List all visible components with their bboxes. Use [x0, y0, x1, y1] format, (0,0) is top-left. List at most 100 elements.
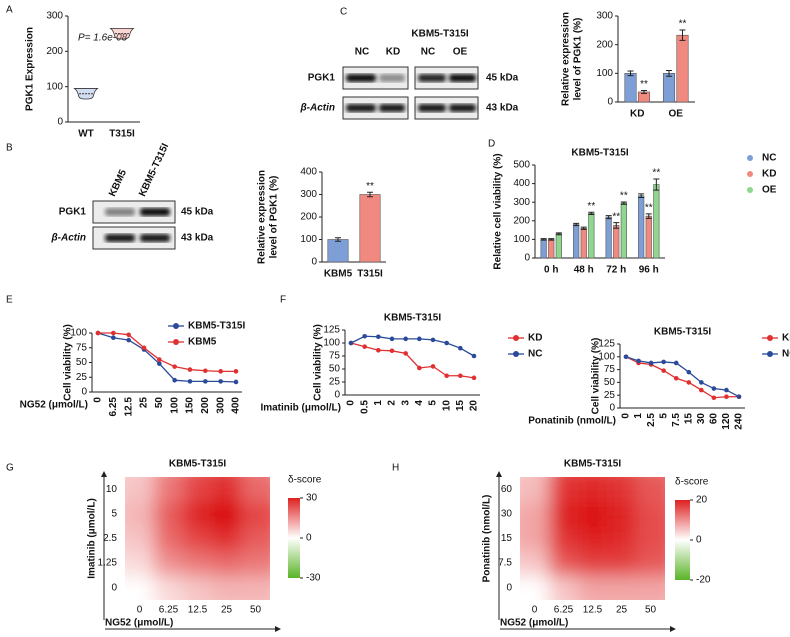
heat-cell: [183, 526, 213, 552]
line: [97, 332, 237, 383]
band: [379, 104, 405, 112]
x-tick-label: 0 h: [544, 265, 558, 276]
y-tick-label: 300: [46, 11, 63, 22]
heat-cell: [154, 501, 184, 527]
heat-cell: [212, 477, 242, 503]
point: [623, 354, 629, 360]
line: [350, 335, 475, 357]
heat-cell: [212, 501, 242, 527]
heat-cell: [607, 550, 637, 576]
point: [218, 379, 223, 384]
x-tick-label: 96 h: [639, 265, 659, 276]
point: [233, 369, 239, 374]
heat-cell: [520, 477, 550, 503]
heat-cell: [636, 550, 665, 576]
point: [444, 373, 449, 379]
point: [403, 336, 408, 342]
y-tick-label: 0: [311, 257, 317, 268]
point: [636, 358, 641, 364]
blot-title: KBM5-T315I: [411, 29, 468, 40]
bar: [645, 215, 652, 259]
x-tick-label: 0: [137, 605, 143, 616]
chart-title: KBM5-T315I: [384, 313, 441, 324]
bar: [540, 239, 547, 259]
y-tick-label: 30: [501, 509, 513, 520]
y-tick-label: 0: [334, 390, 340, 401]
band: [105, 234, 135, 242]
y-tick-label: 0: [609, 403, 615, 414]
error-bar: [555, 232, 562, 236]
arrow-head: [670, 626, 676, 632]
bar: [620, 202, 627, 259]
heat-cell: [241, 526, 270, 552]
x-tick-label: 240: [734, 413, 745, 430]
bar: [555, 233, 562, 259]
blot-box: [414, 96, 479, 120]
point: [471, 375, 477, 381]
point: [389, 336, 395, 342]
error-bar: [645, 213, 652, 219]
x-axis-label: Ponatinib (nmol/L): [528, 416, 616, 427]
point: [471, 353, 477, 359]
error-bar: [588, 211, 595, 215]
y-axis-label: Imatinib (μmol/L): [87, 498, 98, 579]
point: [673, 360, 679, 366]
heat-cell: [549, 550, 579, 576]
y-tick-label: 5: [111, 509, 117, 520]
y-tick-label: 0: [607, 97, 613, 108]
band: [140, 208, 170, 216]
y-tick-label: 100: [598, 351, 615, 362]
y-tick-label: 100: [596, 68, 613, 79]
point: [376, 347, 381, 353]
point: [348, 340, 354, 346]
heat-cell: [607, 501, 637, 527]
y-tick-label: 15: [501, 533, 513, 544]
error-bar: [627, 70, 634, 77]
legend-marker: [767, 351, 773, 357]
legend-marker: [747, 171, 753, 177]
heat-cell: [636, 501, 665, 527]
x-tick-label: 0: [532, 605, 538, 616]
legend-label: KBM5-T315I: [188, 321, 245, 332]
heat-cell: [549, 575, 579, 600]
heat-cell: [125, 550, 155, 576]
x-tick-label: 200: [200, 397, 211, 414]
chart-title: KBM5-T315I: [654, 327, 711, 338]
y-tick-label: 125: [598, 339, 615, 350]
point: [661, 359, 666, 365]
point: [444, 340, 449, 346]
x-tick-label: KBM5: [324, 269, 353, 280]
point: [724, 387, 729, 393]
heat-cell: [125, 477, 155, 503]
y-axis-label: level of PGK1 (%): [573, 18, 584, 101]
band: [449, 74, 476, 82]
point: [187, 367, 193, 372]
point: [458, 373, 463, 379]
colorbar-tick-label: 20: [696, 495, 708, 506]
y-axis-label: Ponatinib (nmol/L): [482, 495, 493, 583]
significance: **: [620, 191, 628, 202]
x-tick-label: 25: [139, 397, 150, 409]
panel-letter: H: [392, 463, 399, 474]
significance: **: [679, 19, 687, 30]
point: [736, 394, 742, 400]
heat-cell: [636, 575, 665, 600]
lane-label: OE: [453, 47, 468, 58]
y-tick-label: 100: [300, 234, 317, 245]
y-tick-label: 200: [513, 215, 530, 226]
x-tick-label: T315I: [357, 269, 383, 280]
y-axis-label: Cell viability (%): [591, 338, 602, 415]
y-tick-label: 0: [111, 582, 117, 593]
heat-cell: [241, 575, 270, 600]
y-axis-label: PGK1 Expression: [25, 27, 36, 111]
panel-letter: D: [488, 139, 495, 150]
colorbar-label: δ-score: [675, 477, 709, 488]
heat-cell: [183, 575, 213, 600]
y-axis-label: Cell viability (%): [313, 324, 324, 401]
arrow-head: [275, 626, 281, 632]
error-bar: [620, 201, 627, 205]
legend-label: KD: [782, 333, 790, 344]
error-bar: [653, 178, 660, 191]
point: [218, 369, 223, 374]
heat-cell: [241, 477, 270, 503]
